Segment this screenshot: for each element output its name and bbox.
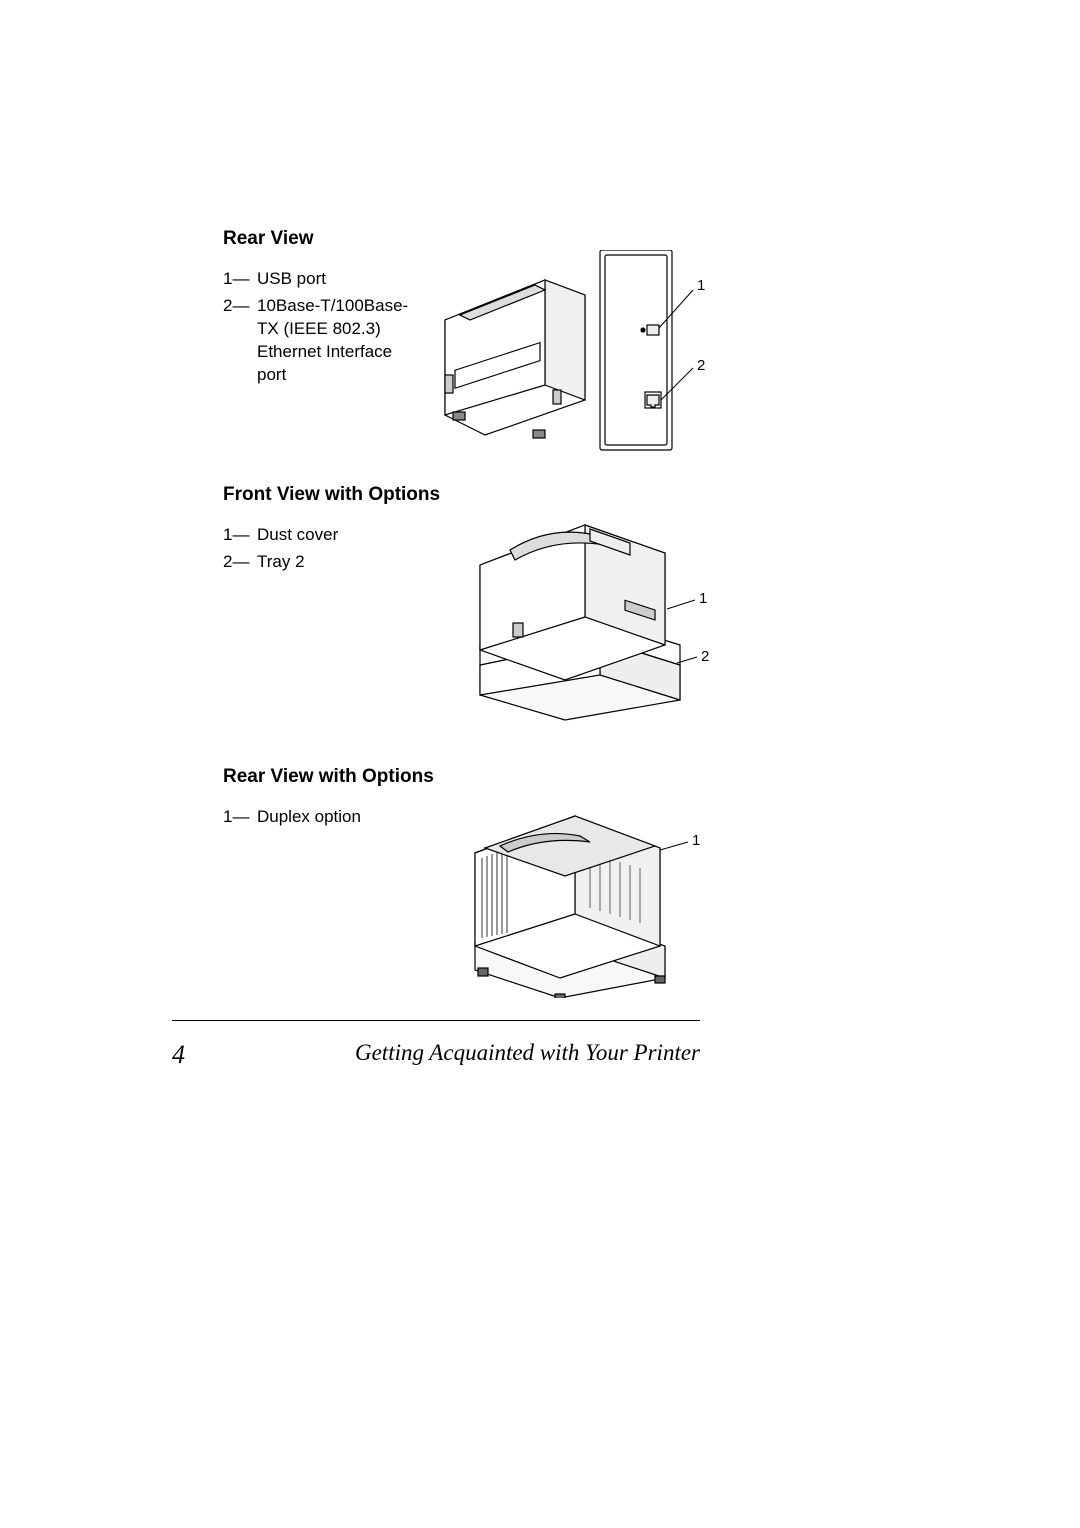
- item-text: Tray 2: [257, 551, 305, 574]
- item-text: Duplex option: [257, 806, 361, 829]
- page: Rear View 1— USB port 2— 10Base-T/100Bas…: [0, 0, 1080, 1528]
- callout-label: 2: [697, 357, 705, 374]
- printer-rear-options-svg: 1: [460, 798, 710, 998]
- page-number: 4: [172, 1040, 185, 1070]
- item-number: 2—: [223, 551, 257, 574]
- item-number: 2—: [223, 295, 257, 387]
- callout-label: 2: [701, 648, 709, 665]
- item-text: 10Base-T/100Base-TX (IEEE 802.3) Etherne…: [257, 295, 422, 387]
- item-number: 1—: [223, 268, 257, 291]
- item-text: Dust cover: [257, 524, 338, 547]
- callout-label: 1: [699, 590, 707, 607]
- figure-front-view-options: 1 2: [455, 505, 715, 730]
- section-title: Front View with Options: [223, 484, 863, 506]
- item-text: USB port: [257, 268, 326, 291]
- callout-label: 1: [692, 832, 700, 849]
- footer-text: Getting Acquainted with Your Printer: [355, 1040, 700, 1066]
- item-number: 1—: [223, 524, 257, 547]
- printer-rear-svg: 1 2: [425, 250, 715, 460]
- figure-rear-view: 1 2: [425, 250, 715, 465]
- callout-label: 1: [697, 277, 705, 294]
- section-title: Rear View: [223, 228, 863, 250]
- printer-front-options-svg: 1 2: [455, 505, 715, 725]
- figure-rear-view-options: 1: [460, 798, 710, 1003]
- item-number: 1—: [223, 806, 257, 829]
- footer-rule: [172, 1020, 700, 1021]
- section-title: Rear View with Options: [223, 766, 863, 788]
